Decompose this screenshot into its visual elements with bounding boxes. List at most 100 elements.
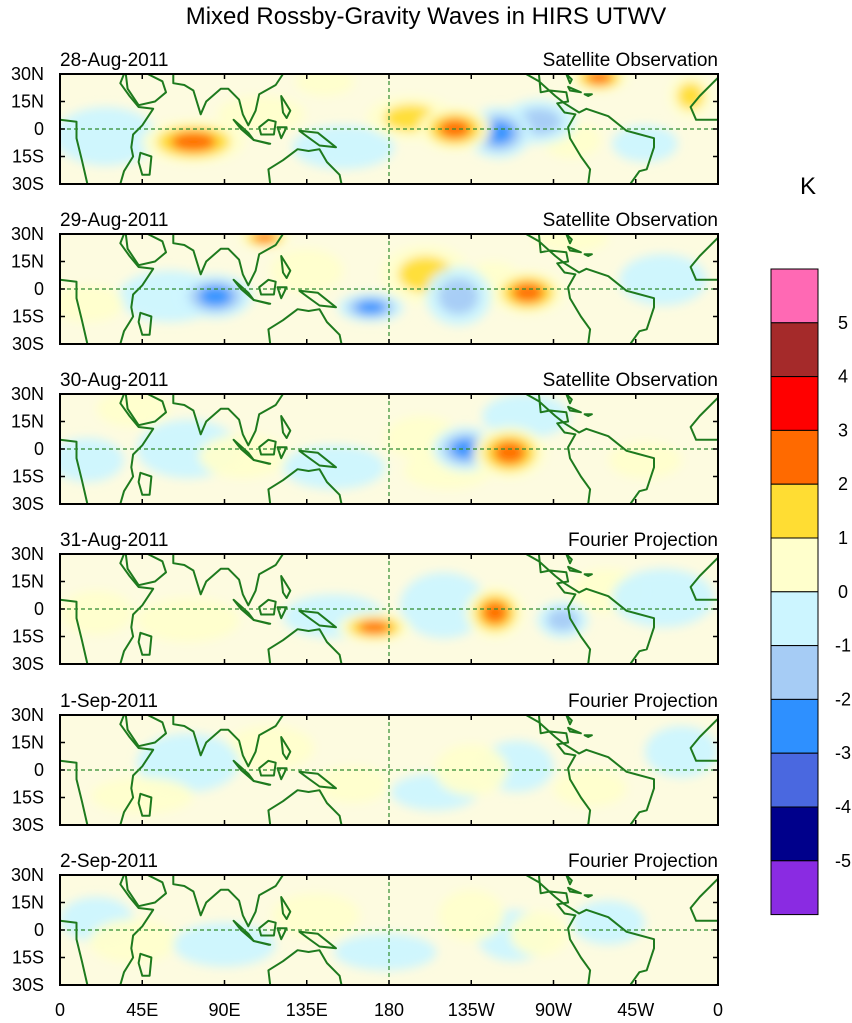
coastline	[267, 468, 343, 504]
coastline	[525, 394, 655, 504]
coastline	[525, 554, 655, 664]
map-plot-area	[60, 875, 718, 985]
coastline	[280, 896, 292, 920]
map-panel: 28-Aug-2011 Satellite Observation 30N 15N 0 1…	[11, 50, 719, 194]
colorbar: 5 4 3 2 1 0 -1 -2 -3 -4 -5	[770, 268, 851, 916]
coastline	[525, 74, 655, 184]
coastline	[137, 952, 153, 977]
anomaly-contour	[170, 132, 217, 152]
x-tick-label: 90E	[208, 1000, 240, 1020]
coastline	[252, 139, 272, 145]
coastline	[567, 886, 582, 895]
coastline	[583, 573, 593, 577]
anomaly-contour	[91, 777, 194, 815]
colorbar-label: -1	[835, 636, 851, 656]
anomaly-contour	[199, 286, 232, 307]
coastline	[298, 930, 337, 950]
anomaly-contour	[96, 394, 170, 427]
coastline	[567, 405, 582, 414]
anomaly-contour	[136, 733, 240, 793]
map-panels: 28-Aug-2011 Satellite Observation30N15N01…	[11, 50, 719, 995]
map-plot-area	[60, 715, 718, 825]
coastline	[583, 413, 593, 417]
y-tick-label: 30S	[12, 975, 44, 995]
coastline	[280, 736, 292, 760]
anomaly-contour	[493, 441, 526, 465]
y-tick-label: 30N	[11, 224, 44, 244]
y-tick-label: 0	[34, 439, 44, 459]
coastline	[60, 875, 155, 985]
map-plot-area	[60, 394, 718, 504]
colorbar-swatch	[770, 537, 819, 593]
coastline	[567, 726, 582, 735]
coastline	[298, 449, 337, 469]
coastline	[276, 286, 288, 300]
y-tick-label: 15N	[11, 893, 44, 913]
y-tick-label: 15N	[11, 733, 44, 753]
anomaly-contour	[608, 441, 682, 479]
coastline	[567, 565, 582, 574]
coastline	[565, 74, 573, 85]
colorbar-label: 1	[838, 528, 848, 548]
anomaly-contour	[451, 439, 481, 459]
map-panel: 2-Sep-2011 Fourier Projection 30N 15N 0 15S 30…	[11, 851, 719, 995]
anomaly-contour	[546, 608, 579, 632]
anomaly-field	[60, 568, 715, 642]
coastline	[124, 875, 167, 908]
anomaly-contour	[644, 726, 718, 778]
anomaly-contour	[173, 922, 276, 967]
colorbar-swatch	[770, 645, 819, 700]
coastline	[276, 767, 288, 781]
coastline	[567, 245, 582, 254]
anomaly-contour	[509, 911, 569, 956]
coastline	[267, 308, 343, 344]
anomaly-contour	[399, 572, 488, 639]
anomaly-contour	[438, 278, 479, 315]
map-plot-area	[60, 554, 718, 664]
coastline	[298, 129, 337, 149]
panel-source: Satellite Observation	[543, 50, 718, 71]
coastline	[298, 770, 337, 790]
coastline	[267, 789, 343, 825]
x-tick-label: 0	[713, 1000, 723, 1020]
coastline	[252, 299, 272, 305]
coastline	[689, 394, 718, 441]
y-tick-label: 15S	[12, 307, 44, 327]
coastline	[172, 394, 284, 447]
y-tick-label: 15N	[11, 92, 44, 112]
coastlines	[60, 554, 718, 664]
coastline	[689, 875, 718, 922]
anomaly-contour	[136, 598, 240, 642]
y-tick-label: 15S	[12, 948, 44, 968]
coastline	[565, 394, 573, 405]
coastline	[276, 606, 288, 620]
colorbar-swatch	[770, 591, 819, 647]
coastline	[137, 631, 153, 656]
colorbar-label: -2	[835, 689, 851, 709]
colorbar-label: 4	[838, 367, 848, 387]
anomaly-contour	[438, 889, 505, 941]
x-tick-label: 45E	[126, 1000, 158, 1020]
coastline	[60, 74, 155, 184]
anomaly-contour	[482, 394, 570, 438]
colorbar-swatch	[770, 860, 819, 916]
anomaly-field	[91, 726, 718, 815]
panel-date: 29-Aug-2011	[60, 210, 168, 231]
coastline	[565, 234, 573, 245]
anomaly-contour	[60, 590, 134, 635]
coastline	[565, 554, 573, 565]
colorbar-swatch	[770, 322, 819, 378]
panel-date: 30-Aug-2011	[60, 370, 168, 391]
colorbar-label: 2	[838, 474, 848, 494]
coastline	[124, 74, 167, 107]
coastline	[124, 554, 167, 587]
y-tick-label: 0	[34, 920, 44, 940]
anomaly-contour	[334, 933, 437, 971]
y-tick-label: 0	[34, 119, 44, 139]
anomaly-contour	[272, 893, 360, 938]
anomaly-contour	[511, 282, 545, 303]
coastline	[565, 875, 573, 886]
coastline	[137, 151, 153, 176]
coastline	[280, 255, 292, 279]
y-tick-label: 30N	[11, 64, 44, 84]
